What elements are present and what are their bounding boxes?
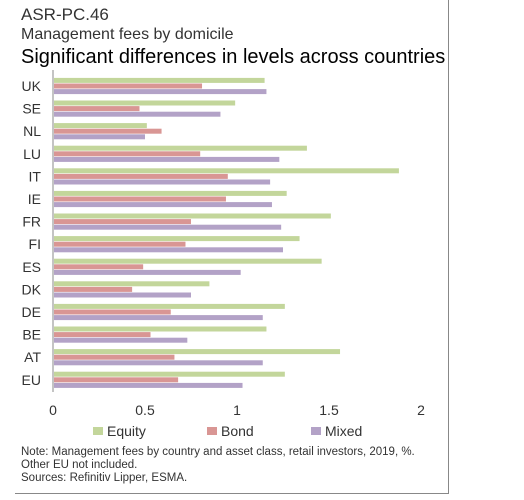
bar-bond-uk [54, 83, 203, 89]
bar-mixed-uk [54, 89, 267, 95]
category-label: NL [23, 123, 41, 139]
bar-bond-at [54, 354, 175, 360]
bar-bond-ie [54, 196, 226, 202]
bar-mixed-es [54, 269, 241, 275]
sources-line: Sources: Refinitiv Lipper, ESMA. [21, 472, 188, 484]
x-tick-label: 1.5 [319, 402, 339, 418]
frame-right-border [448, 0, 449, 494]
bar-mixed-at [54, 360, 263, 366]
bar-mixed-ie [54, 202, 272, 208]
bar-equity-be [54, 326, 267, 332]
legend-label-equity: Equity [107, 423, 146, 439]
legend-swatch-bond [207, 427, 217, 435]
category-label: FI [29, 236, 41, 252]
category-label: DK [22, 281, 42, 297]
bar-mixed-be [54, 337, 188, 343]
bar-mixed-lu [54, 156, 280, 162]
bar-bond-se [54, 106, 140, 112]
bar-bond-dk [54, 286, 133, 292]
bar-equity-fr [54, 213, 331, 219]
bar-equity-eu [54, 371, 285, 377]
legend-swatch-mixed [311, 427, 321, 435]
bar-mixed-nl [54, 134, 145, 140]
category-label: SE [22, 101, 41, 117]
bar-bond-be [54, 332, 151, 338]
x-tick-label: 0.5 [135, 402, 155, 418]
bar-equity-dk [54, 281, 210, 287]
bar-equity-at [54, 349, 341, 355]
bar-equity-it [54, 168, 399, 174]
bar-equity-es [54, 258, 322, 264]
note-line: Other EU not included. [21, 459, 138, 471]
bar-mixed-eu [54, 382, 243, 388]
bar-bond-eu [54, 377, 179, 383]
bar-bond-it [54, 173, 228, 179]
category-label: LU [23, 146, 41, 162]
bar-equity-lu [54, 145, 307, 151]
bar-bond-nl [54, 128, 162, 134]
x-tick-label: 2 [417, 402, 425, 418]
bar-bond-es [54, 264, 144, 270]
bar-mixed-it [54, 179, 271, 185]
bar-equity-ie [54, 190, 287, 196]
category-label: AT [24, 349, 41, 365]
bar-equity-de [54, 303, 285, 309]
bar-equity-uk [54, 77, 265, 83]
chart-code: ASR-PC.46 [21, 5, 109, 24]
bar-chart: UK SE NL LU IT IE FR FI ES DK DE BE AT EU 0 0.5 1 1.5 2 Equ… [22, 70, 425, 439]
bar-mixed-fr [54, 224, 282, 230]
category-label: IT [29, 168, 42, 184]
legend-label-mixed: Mixed [325, 423, 362, 439]
category-label: UK [22, 78, 42, 94]
chart-title: Significant differences in levels across… [21, 46, 446, 68]
bar-bond-fr [54, 219, 191, 225]
bar-mixed-dk [54, 292, 191, 298]
bar-mixed-de [54, 315, 263, 321]
legend-label-bond: Bond [221, 423, 254, 439]
bar-mixed-se [54, 111, 221, 117]
bar-bond-de [54, 309, 171, 315]
bar-equity-se [54, 100, 236, 106]
bar-bond-lu [54, 151, 201, 157]
category-label: DE [22, 304, 41, 320]
chart-notes: Note: Management fees by country and ass… [21, 446, 415, 485]
category-label: BE [22, 327, 41, 343]
bar-bond-fi [54, 241, 186, 247]
bar-equity-nl [54, 123, 147, 129]
category-label: ES [22, 259, 41, 275]
bar-mixed-fi [54, 247, 283, 253]
bar-equity-fi [54, 236, 300, 242]
category-label: EU [22, 372, 41, 388]
x-tick-label: 1 [233, 402, 241, 418]
x-tick-label: 0 [49, 402, 57, 418]
note-line: Note: Management fees by country and ass… [21, 446, 415, 458]
chart-subtitle: Management fees by domicile [21, 26, 234, 43]
frame-bottom-border [15, 493, 449, 494]
legend-swatch-equity [93, 427, 103, 435]
category-label: FR [22, 214, 41, 230]
category-label: IE [28, 191, 41, 207]
